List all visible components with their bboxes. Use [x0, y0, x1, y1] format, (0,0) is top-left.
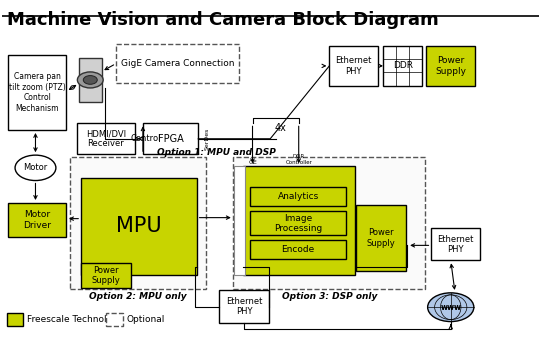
Text: Ethernet
PHY: Ethernet PHY — [336, 56, 372, 75]
Text: Power
Supply: Power Supply — [367, 228, 395, 248]
FancyBboxPatch shape — [431, 228, 480, 261]
Text: HDMI/DVI
Receiver: HDMI/DVI Receiver — [86, 129, 126, 149]
Text: Machine Vision and Camera Block Diagram: Machine Vision and Camera Block Diagram — [7, 11, 439, 29]
Text: Optional: Optional — [127, 315, 165, 324]
FancyBboxPatch shape — [70, 157, 206, 289]
Text: Motor: Motor — [23, 163, 48, 172]
Text: GigE Camera Connection: GigE Camera Connection — [120, 59, 234, 68]
FancyBboxPatch shape — [79, 58, 102, 102]
Text: Motor
Driver: Motor Driver — [23, 210, 51, 230]
FancyBboxPatch shape — [250, 211, 346, 235]
FancyBboxPatch shape — [233, 157, 425, 289]
Text: Encode: Encode — [282, 245, 315, 254]
Text: Power
Supply: Power Supply — [92, 266, 120, 285]
Text: GE: GE — [136, 269, 145, 274]
Text: GE: GE — [336, 269, 344, 274]
FancyBboxPatch shape — [81, 263, 131, 288]
Text: Analytics: Analytics — [278, 192, 319, 201]
FancyBboxPatch shape — [8, 203, 66, 237]
Text: Image
Processing: Image Processing — [274, 214, 322, 233]
FancyBboxPatch shape — [244, 166, 355, 275]
Text: Control: Control — [130, 134, 161, 143]
Text: Power
Supply: Power Supply — [435, 56, 466, 75]
FancyBboxPatch shape — [356, 205, 406, 271]
Text: www: www — [440, 303, 461, 312]
Text: Freescale Technology: Freescale Technology — [28, 315, 124, 324]
Text: Camera pan
tilt zoom (PTZ)
Control
Mechanism: Camera pan tilt zoom (PTZ) Control Mecha… — [9, 72, 65, 113]
Text: Option 1: MPU and DSP: Option 1: MPU and DSP — [157, 148, 276, 157]
FancyBboxPatch shape — [426, 46, 475, 86]
Text: Option 2: MPU only: Option 2: MPU only — [89, 292, 187, 301]
FancyBboxPatch shape — [383, 46, 422, 86]
FancyBboxPatch shape — [250, 187, 346, 206]
Text: 4x: 4x — [275, 123, 287, 133]
FancyBboxPatch shape — [143, 123, 198, 154]
FancyBboxPatch shape — [7, 313, 23, 326]
Text: DSP: DSP — [280, 211, 318, 230]
Text: Ethernet
PHY: Ethernet PHY — [226, 297, 262, 316]
Text: DDR
Controller: DDR Controller — [285, 154, 312, 165]
Text: PCIe: PCIe — [181, 215, 196, 221]
FancyBboxPatch shape — [8, 55, 66, 130]
FancyBboxPatch shape — [250, 240, 346, 259]
FancyBboxPatch shape — [329, 46, 378, 86]
FancyBboxPatch shape — [77, 123, 135, 154]
Circle shape — [428, 293, 474, 321]
Text: SerDes: SerDes — [204, 128, 209, 150]
FancyBboxPatch shape — [116, 44, 239, 83]
Text: DDR: DDR — [393, 61, 412, 70]
FancyBboxPatch shape — [219, 290, 268, 323]
Text: MPU: MPU — [116, 216, 162, 236]
FancyBboxPatch shape — [106, 313, 123, 326]
Circle shape — [78, 72, 103, 88]
Text: Option 3: DSP only: Option 3: DSP only — [282, 292, 377, 301]
Text: SerDes: SerDes — [237, 209, 242, 232]
FancyBboxPatch shape — [81, 178, 197, 275]
Text: FPGA: FPGA — [158, 134, 184, 144]
Circle shape — [83, 75, 97, 84]
Text: GE: GE — [248, 160, 257, 165]
Circle shape — [15, 155, 56, 181]
Text: Ethernet
PHY: Ethernet PHY — [437, 235, 474, 254]
FancyBboxPatch shape — [234, 166, 245, 275]
